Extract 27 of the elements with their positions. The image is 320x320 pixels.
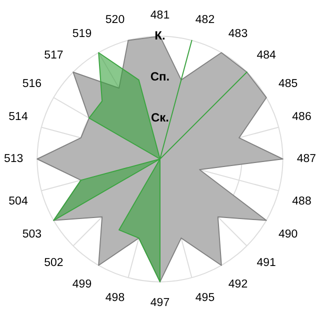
spoke-label: 492 <box>228 278 248 291</box>
spoke-label: 513 <box>4 153 24 166</box>
y-tick-label: Сп. <box>150 69 170 84</box>
spoke-label: 503 <box>22 228 42 240</box>
y-tick-label: К. <box>154 28 166 42</box>
spoke-label: 482 <box>195 14 215 26</box>
spoke-label: 483 <box>228 28 248 40</box>
spoke-label: 484 <box>256 50 277 62</box>
spoke-label: 502 <box>44 256 64 269</box>
spoke-label: 519 <box>72 28 92 40</box>
spoke-label: 516 <box>22 78 42 90</box>
spoke-label: 498 <box>105 292 125 304</box>
spoke-label: 486 <box>292 110 312 123</box>
spoke-label: 495 <box>195 292 215 304</box>
spoke-label: 514 <box>8 110 28 123</box>
spoke-label: 488 <box>292 195 312 208</box>
y-tick-label: Ск. <box>150 110 170 124</box>
spoke-label: 485 <box>278 78 298 90</box>
spoke-label: 497 <box>150 296 170 309</box>
spoke-label: 487 <box>296 153 316 166</box>
spoke-label: 490 <box>278 228 298 240</box>
spoke-label: 504 <box>8 195 28 208</box>
spoke-label: 517 <box>44 50 64 62</box>
spoke-label: 491 <box>256 256 276 269</box>
spoke-label: 499 <box>72 278 92 291</box>
spoke-label: 481 <box>150 9 170 22</box>
spoke-label: 520 <box>105 14 125 26</box>
